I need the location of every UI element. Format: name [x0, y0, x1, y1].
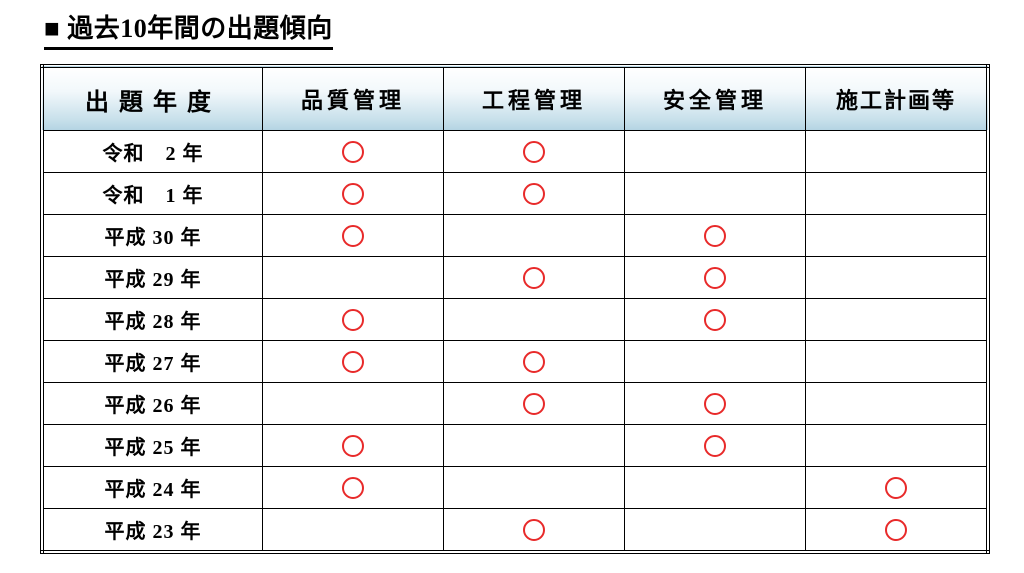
- circle-mark-icon: [704, 225, 726, 247]
- mark-cell: [263, 173, 444, 215]
- mark-cell: [444, 425, 625, 467]
- page-title-underline: ■ 過去10年間の出題傾向: [44, 8, 333, 50]
- mark-cell: [806, 383, 989, 425]
- mark-cell: [806, 257, 989, 299]
- mark-cell: [263, 257, 444, 299]
- table-row: 平成 26 年: [42, 383, 988, 425]
- col-quality: 品質管理: [263, 66, 444, 131]
- page-title: ■ 過去10年間の出題傾向: [44, 14, 333, 43]
- table-body: 令和 2 年令和 1 年平成 30 年平成 29 年平成 28 年平成 27 年…: [42, 131, 988, 553]
- mark-cell: [625, 425, 806, 467]
- circle-mark-icon: [885, 519, 907, 541]
- circle-mark-icon: [342, 309, 364, 331]
- table-row: 平成 25 年: [42, 425, 988, 467]
- circle-mark-icon: [342, 477, 364, 499]
- circle-mark-icon: [342, 435, 364, 457]
- year-cell: 平成 23 年: [42, 509, 263, 553]
- mark-cell: [263, 425, 444, 467]
- circle-mark-icon: [885, 477, 907, 499]
- col-plan: 施工計画等: [806, 66, 989, 131]
- circle-mark-icon: [523, 519, 545, 541]
- mark-cell: [263, 215, 444, 257]
- year-cell: 平成 28 年: [42, 299, 263, 341]
- mark-cell: [444, 467, 625, 509]
- mark-cell: [625, 383, 806, 425]
- mark-cell: [444, 383, 625, 425]
- mark-cell: [444, 257, 625, 299]
- mark-cell: [806, 215, 989, 257]
- table-row: 平成 30 年: [42, 215, 988, 257]
- circle-mark-icon: [523, 267, 545, 289]
- table-row: 平成 24 年: [42, 467, 988, 509]
- year-cell: 平成 24 年: [42, 467, 263, 509]
- mark-cell: [444, 131, 625, 173]
- mark-cell: [806, 467, 989, 509]
- col-year: 出題年度: [42, 66, 263, 131]
- mark-cell: [263, 299, 444, 341]
- mark-cell: [263, 131, 444, 173]
- mark-cell: [806, 299, 989, 341]
- col-safety: 安全管理: [625, 66, 806, 131]
- table-header-row: 出題年度 品質管理 工程管理 安全管理 施工計画等: [42, 66, 988, 131]
- table-row: 平成 27 年: [42, 341, 988, 383]
- circle-mark-icon: [704, 309, 726, 331]
- mark-cell: [806, 509, 989, 553]
- year-cell: 平成 25 年: [42, 425, 263, 467]
- page: ■ 過去10年間の出題傾向 出題年度 品質管理 工程管理 安全管理 施工計画等 …: [0, 0, 1024, 554]
- mark-cell: [444, 173, 625, 215]
- circle-mark-icon: [704, 267, 726, 289]
- year-cell: 平成 30 年: [42, 215, 263, 257]
- mark-cell: [263, 383, 444, 425]
- year-cell: 平成 29 年: [42, 257, 263, 299]
- circle-mark-icon: [523, 183, 545, 205]
- mark-cell: [263, 341, 444, 383]
- year-cell: 令和 2 年: [42, 131, 263, 173]
- circle-mark-icon: [342, 141, 364, 163]
- mark-cell: [444, 509, 625, 553]
- mark-cell: [625, 215, 806, 257]
- mark-cell: [625, 341, 806, 383]
- col-process: 工程管理: [444, 66, 625, 131]
- year-cell: 平成 26 年: [42, 383, 263, 425]
- mark-cell: [625, 299, 806, 341]
- circle-mark-icon: [523, 141, 545, 163]
- mark-cell: [806, 425, 989, 467]
- table-row: 平成 29 年: [42, 257, 988, 299]
- circle-mark-icon: [704, 435, 726, 457]
- circle-mark-icon: [342, 225, 364, 247]
- mark-cell: [625, 257, 806, 299]
- table-row: 平成 28 年: [42, 299, 988, 341]
- exam-trend-table: 出題年度 品質管理 工程管理 安全管理 施工計画等 令和 2 年令和 1 年平成…: [40, 64, 990, 554]
- mark-cell: [625, 131, 806, 173]
- mark-cell: [625, 467, 806, 509]
- mark-cell: [806, 173, 989, 215]
- mark-cell: [806, 341, 989, 383]
- mark-cell: [806, 131, 989, 173]
- table-row: 令和 1 年: [42, 173, 988, 215]
- mark-cell: [263, 509, 444, 553]
- circle-mark-icon: [523, 393, 545, 415]
- mark-cell: [263, 467, 444, 509]
- year-cell: 平成 27 年: [42, 341, 263, 383]
- mark-cell: [625, 509, 806, 553]
- circle-mark-icon: [342, 183, 364, 205]
- mark-cell: [444, 341, 625, 383]
- mark-cell: [444, 299, 625, 341]
- table-row: 令和 2 年: [42, 131, 988, 173]
- mark-cell: [625, 173, 806, 215]
- circle-mark-icon: [342, 351, 364, 373]
- table-row: 平成 23 年: [42, 509, 988, 553]
- year-cell: 令和 1 年: [42, 173, 263, 215]
- mark-cell: [444, 215, 625, 257]
- circle-mark-icon: [704, 393, 726, 415]
- circle-mark-icon: [523, 351, 545, 373]
